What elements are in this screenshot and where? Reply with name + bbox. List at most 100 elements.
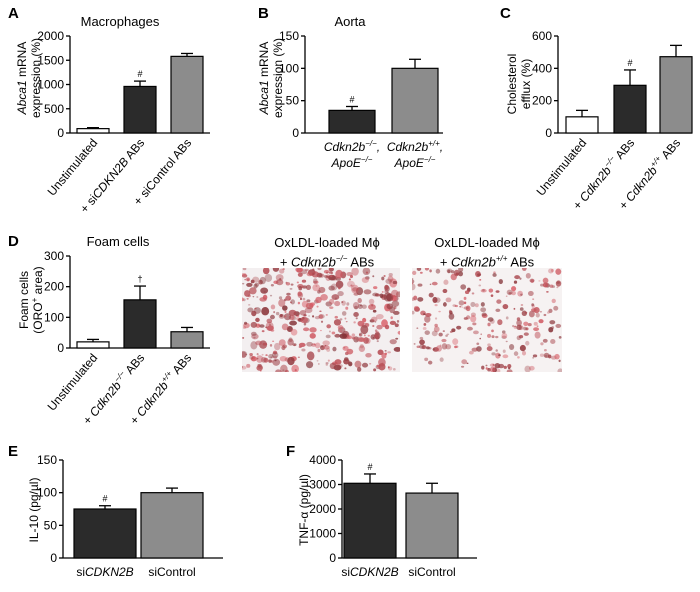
stain-spot	[445, 344, 452, 350]
stain-spot	[523, 321, 529, 326]
bar	[76, 341, 110, 349]
stain-spot	[482, 288, 485, 292]
bar	[140, 492, 204, 559]
stain-spot	[337, 325, 344, 330]
stain-spot	[389, 320, 397, 325]
y-tick-label: 100	[44, 310, 64, 324]
stain-spot	[308, 315, 311, 317]
stain-spot	[368, 298, 375, 305]
stain-spot	[529, 278, 535, 283]
bar	[613, 84, 647, 134]
category-label: Cdkn2b−/−​,	[324, 139, 380, 154]
stain-spot	[292, 343, 297, 347]
stain-spot	[390, 289, 399, 298]
bar	[565, 116, 599, 134]
stain-spot	[540, 342, 544, 346]
y-tick-label: 0	[329, 551, 336, 565]
stain-spot	[370, 316, 378, 322]
stain-spot	[339, 333, 348, 339]
stain-spot	[269, 343, 273, 347]
stain-spot	[272, 358, 281, 366]
stain-spot	[312, 283, 321, 292]
stain-spot	[528, 365, 535, 371]
stain-spot	[487, 367, 490, 370]
stain-spot	[417, 283, 423, 287]
y-tick-label: 150	[279, 29, 299, 43]
stain-spot	[424, 330, 430, 335]
stain-spot	[548, 268, 554, 274]
stain-spot	[502, 349, 506, 353]
stain-spot	[328, 330, 331, 333]
stain-spot	[314, 342, 321, 349]
stain-spot	[275, 369, 282, 372]
stain-spot	[313, 280, 319, 284]
stain-spot	[303, 327, 310, 332]
stain-spot	[268, 354, 274, 359]
stain-spot	[250, 279, 255, 284]
stain-spot	[524, 365, 531, 372]
stain-spot	[546, 290, 549, 293]
stain-spot	[502, 354, 509, 359]
stain-spot	[518, 334, 524, 339]
stain-spot	[359, 305, 362, 307]
stain-spot	[328, 271, 333, 274]
y-tick-label: 50	[286, 94, 300, 108]
stain-spot	[486, 333, 492, 338]
stain-spot	[519, 277, 522, 280]
stain-spot	[485, 364, 488, 367]
stain-spot	[302, 316, 305, 320]
y-axis-label: Abca1 mRNAexpression (%)	[257, 38, 285, 118]
stain-spot	[470, 315, 477, 323]
stain-spot	[249, 287, 257, 295]
stain-spot	[256, 365, 263, 371]
stain-spot	[273, 355, 278, 359]
stain-spot	[393, 347, 400, 352]
stain-spot	[506, 289, 513, 296]
stain-spot	[315, 285, 318, 287]
stain-spot	[503, 365, 507, 369]
stain-spot	[472, 322, 477, 326]
stain-spot	[531, 303, 535, 307]
stain-spot	[551, 298, 556, 304]
stain-spot	[555, 268, 562, 275]
stain-spot	[372, 292, 379, 297]
stain-spot	[373, 368, 377, 372]
stain-spot	[553, 305, 559, 311]
stain-spot	[306, 351, 315, 361]
stain-spot	[304, 268, 309, 272]
stain-spot	[345, 306, 349, 310]
stain-spot	[492, 363, 495, 366]
stain-spot	[536, 325, 539, 327]
stain-spot	[479, 279, 482, 281]
stain-spot	[354, 305, 358, 310]
stain-spot	[461, 306, 464, 308]
stain-spot	[525, 340, 530, 346]
stain-spot	[458, 268, 464, 273]
stain-spot	[543, 313, 547, 317]
stain-spot	[487, 317, 494, 322]
stain-spot	[384, 284, 389, 290]
stain-spot	[479, 337, 482, 340]
stain-spot	[549, 320, 556, 325]
stain-spot	[508, 343, 515, 351]
stain-spot	[476, 342, 480, 346]
bar	[405, 492, 459, 559]
stain-spot	[523, 332, 529, 336]
stain-spot	[353, 321, 356, 324]
bar	[391, 67, 439, 134]
stain-spot	[419, 344, 425, 349]
stain-spot	[346, 335, 353, 340]
stain-spot	[270, 356, 273, 358]
stain-spot	[258, 279, 263, 285]
stain-spot	[345, 320, 348, 323]
stain-spot	[450, 270, 455, 274]
stain-spot	[378, 363, 386, 371]
stain-spot	[477, 273, 482, 277]
stain-spot	[497, 319, 503, 326]
stain-spot	[413, 305, 420, 311]
stain-spot	[416, 345, 421, 349]
stain-spot	[481, 312, 487, 317]
panel-title: Foam cells	[87, 234, 150, 249]
y-tick-label: 50	[44, 518, 58, 532]
stain-spot	[331, 294, 340, 300]
